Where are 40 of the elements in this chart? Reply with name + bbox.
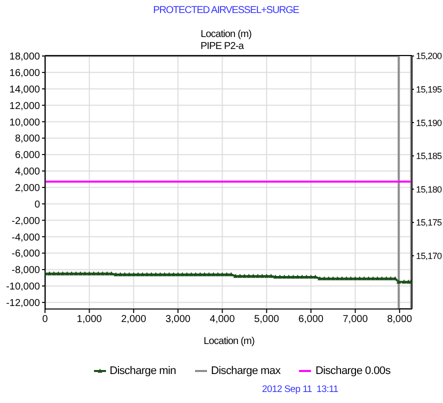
x-tick-label: 6,000 xyxy=(298,314,324,326)
y-tick-label: 18,000 xyxy=(9,52,40,63)
y-tick-label: -2,000 xyxy=(12,216,40,227)
y2-tick-label: 15,170 xyxy=(416,250,442,261)
y-tick-label: 2,000 xyxy=(14,182,40,194)
y-tick-label: 4,000 xyxy=(14,166,40,178)
y2-tick-label: 15,185 xyxy=(416,151,442,162)
x-tick-label: 7,000 xyxy=(342,314,368,326)
y-tick-label: 12,000 xyxy=(9,100,40,112)
x-axis-title: Location (m) xyxy=(202,336,256,348)
y2-tick-label: 15,200 xyxy=(416,51,442,62)
x-tick-label: 1,000 xyxy=(76,314,102,326)
x-tick-label: 3,000 xyxy=(165,314,191,326)
x-tick-label: 8,000 xyxy=(387,314,413,326)
text: PIPE P2-a xyxy=(199,41,245,53)
y-tick-label: 0 xyxy=(34,199,40,210)
x-tick-label: 5,000 xyxy=(254,314,280,326)
y2-tick-label: 15,175 xyxy=(416,218,442,228)
text: 2012 Sep 11 13:11 xyxy=(262,384,338,396)
y-tick-label: 8,000 xyxy=(14,134,40,145)
y2-tick-label: 15,195 xyxy=(416,84,442,94)
y-tick-label: -8,000 xyxy=(12,265,40,276)
legend-label: Discharge min xyxy=(110,364,176,378)
y-tick-label: -10,000 xyxy=(6,282,40,293)
y2-tick-label: 15,180 xyxy=(416,184,442,194)
legend-label: Discharge 0.00s xyxy=(315,364,390,378)
x-tick-label: 2,000 xyxy=(121,314,147,326)
y-tick-label: -6,000 xyxy=(12,248,40,260)
y-tick-label: -12,000 xyxy=(6,298,40,309)
chart-title: PROTECTED AIRVESSEL+SURGE xyxy=(152,5,300,17)
y-tick-label: 16,000 xyxy=(9,68,40,79)
x-tick-label: 0 xyxy=(42,314,48,326)
y-tick-label: 14,000 xyxy=(9,84,40,96)
x-tick-label: 4,000 xyxy=(210,314,236,326)
y-tick-label: -4,000 xyxy=(12,232,40,244)
legend-label: Discharge max xyxy=(210,364,280,378)
y2-tick-label: 15,190 xyxy=(416,118,442,128)
y-tick-label: 10,000 xyxy=(9,117,40,128)
chart-subtitle: Location (m) xyxy=(200,29,252,41)
y-tick-label: 6,000 xyxy=(14,150,40,162)
